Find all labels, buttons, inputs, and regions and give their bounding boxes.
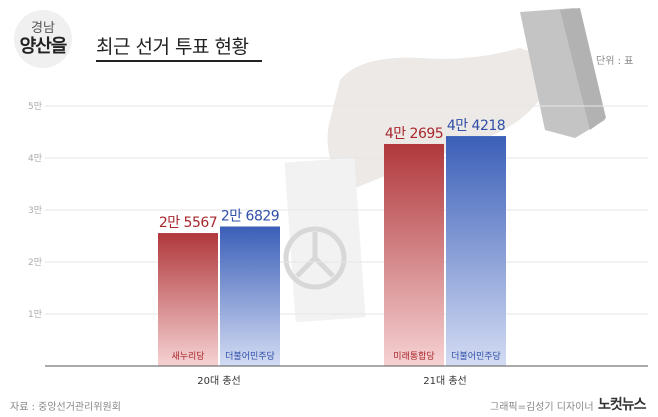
title-underline: [96, 60, 262, 62]
y-axis: 1만 2만 3만 4만 5만: [28, 101, 42, 320]
bar-value-label: 2만 5567: [159, 215, 217, 231]
bar-party-label: 미래통합당: [393, 351, 434, 362]
bar: [220, 226, 280, 366]
publisher-logo: 노컷뉴스: [598, 397, 647, 413]
bar: [158, 233, 218, 366]
unit-label: 단위 : 표: [596, 56, 634, 67]
bar: [384, 143, 444, 366]
bar-party-label: 새누리당: [171, 351, 204, 362]
bar-value-label: 2만 6829: [221, 208, 279, 224]
category-label: 20대 총선: [197, 375, 241, 387]
category-label: 21대 총선: [423, 375, 467, 387]
region-district: 양산을: [19, 35, 68, 57]
bar-value-label: 4만 2695: [385, 126, 443, 142]
y-tick-label: 1만: [28, 309, 42, 320]
y-tick-label: 5만: [28, 101, 42, 112]
y-tick-label: 3만: [28, 205, 42, 216]
bars: 2만 5567 새누리당 2만 6829 더불어민주당 4만 2695 미래통합당 4만 4…: [158, 118, 506, 366]
y-tick-label: 2만: [28, 257, 42, 268]
bar: [446, 136, 506, 366]
graphic-credit: 그래픽=김성기 디자이너: [490, 402, 594, 413]
chart-title: 최근 선거 투표 현황: [96, 36, 249, 58]
region-province: 경남: [31, 20, 55, 36]
region-badge: 경남 양산을: [14, 10, 72, 68]
bar-value-label: 4만 4218: [447, 118, 505, 134]
bar-party-label: 더불어민주당: [451, 351, 501, 362]
source-note: 자료 : 중앙선거관리위원회: [10, 402, 121, 413]
y-tick-label: 4만: [28, 153, 42, 164]
bar-party-label: 더불어민주당: [225, 351, 275, 362]
x-axis: 20대 총선 21대 총선: [197, 375, 467, 387]
gridlines: [45, 105, 648, 315]
